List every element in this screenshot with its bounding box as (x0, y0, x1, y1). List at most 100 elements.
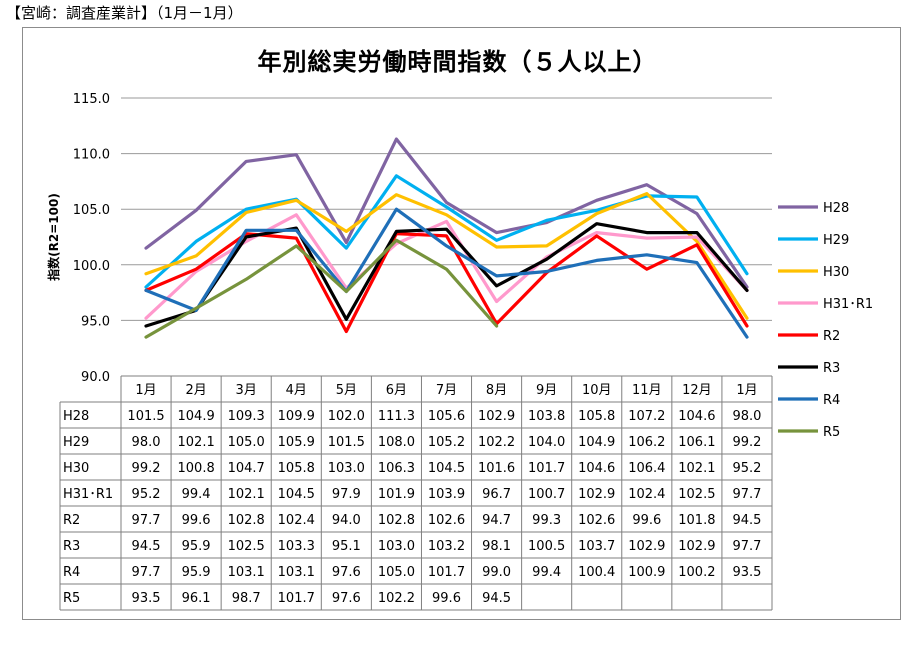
series-line-R5 (144, 238, 499, 339)
table-cell: 93.5 (132, 591, 161, 606)
table-cell: 103.7 (578, 539, 615, 554)
table-cell: 100.9 (628, 565, 665, 580)
table-row-label: H30 (63, 461, 89, 476)
table-cell: 104.5 (278, 487, 315, 502)
table-cell: 99.2 (732, 435, 761, 450)
category-label: 1月 (135, 383, 156, 398)
table-cell: 97.7 (732, 487, 761, 502)
table-cell: 104.5 (428, 461, 465, 476)
table-cell: 94.5 (482, 591, 511, 606)
legend-entry: H31･R1 (823, 297, 873, 312)
legend-entry: R5 (823, 425, 840, 440)
table-cell: 104.6 (578, 461, 615, 476)
table-cell: 97.7 (132, 513, 161, 528)
table-cell: 101.5 (127, 409, 164, 424)
table-cell: 105.8 (578, 409, 615, 424)
table-cell: 99.6 (632, 513, 661, 528)
series-line-H28 (144, 137, 749, 289)
category-label: 8月 (486, 383, 507, 398)
table-cell: 98.0 (732, 409, 761, 424)
legend-entry: R4 (823, 393, 840, 408)
y-axis-label: 指数(R2=100) (46, 193, 61, 281)
category-label: 4月 (286, 383, 307, 398)
table-cell: 102.2 (378, 591, 415, 606)
table-cell: 99.3 (532, 513, 561, 528)
series-line-R2 (144, 232, 749, 334)
category-label: 7月 (436, 383, 457, 398)
y-tick-label: 115.0 (73, 92, 110, 107)
table-cell: 101.7 (528, 461, 565, 476)
y-tick-label: 110.0 (73, 148, 110, 163)
page-header: 【宮崎：調査産業計】（1月－1月） (6, 4, 243, 22)
category-label: 5月 (336, 383, 357, 398)
table-cell: 99.0 (482, 565, 511, 580)
table-cell: 93.5 (732, 565, 761, 580)
y-tick-label: 95.0 (81, 314, 110, 329)
category-label: 2月 (185, 383, 206, 398)
table-cell: 97.6 (332, 591, 361, 606)
table-cell: 105.2 (428, 435, 465, 450)
table-cell: 107.2 (628, 409, 665, 424)
series-line-R3 (144, 222, 749, 328)
table-cell: 100.8 (178, 461, 215, 476)
table-cell: 103.8 (528, 409, 565, 424)
table-cell: 100.4 (578, 565, 615, 580)
table-cell: 105.6 (428, 409, 465, 424)
table-cell: 95.9 (182, 565, 211, 580)
y-tick-label: 105.0 (73, 203, 110, 218)
table-cell: 102.5 (228, 539, 265, 554)
category-label: 3月 (236, 383, 257, 398)
category-label: 10月 (582, 383, 612, 398)
table-row-label: R2 (63, 513, 80, 528)
category-label: 12月 (682, 383, 712, 398)
table-cell: 94.5 (132, 539, 161, 554)
table-cell: 101.5 (328, 435, 365, 450)
table-cell: 104.9 (578, 435, 615, 450)
table-cell: 106.1 (678, 435, 715, 450)
table-cell: 102.6 (578, 513, 615, 528)
table-cell: 103.2 (428, 539, 465, 554)
table-cell: 109.9 (278, 409, 315, 424)
category-label: 9月 (536, 383, 557, 398)
table-row-label: H28 (63, 409, 89, 424)
table-cell: 101.7 (428, 565, 465, 580)
table-cell: 105.0 (378, 565, 415, 580)
legend-entry: H30 (823, 265, 849, 280)
table-cell: 98.7 (232, 591, 261, 606)
table-cell: 96.1 (182, 591, 211, 606)
table-cell: 102.9 (628, 539, 665, 554)
series-line-H30 (144, 192, 749, 320)
table-cell: 97.7 (732, 539, 761, 554)
table-cell: 99.2 (132, 461, 161, 476)
table-cell: 97.9 (332, 487, 361, 502)
series-line-H29 (144, 174, 749, 289)
table-cell: 103.0 (328, 461, 365, 476)
table-cell: 102.1 (678, 461, 715, 476)
table-cell: 97.7 (132, 565, 161, 580)
table-cell: 103.0 (378, 539, 415, 554)
table-cell: 102.9 (578, 487, 615, 502)
table-cell: 94.0 (332, 513, 361, 528)
table-cell: 102.4 (278, 513, 315, 528)
table-cell: 111.3 (378, 409, 415, 424)
table-cell: 104.7 (228, 461, 265, 476)
table-cell: 99.4 (182, 487, 211, 502)
table-cell: 95.1 (332, 539, 361, 554)
chart-title: 年別総実労働時間指数（５人以上） (257, 48, 658, 76)
table-cell: 105.0 (228, 435, 265, 450)
table-cell: 100.2 (678, 565, 715, 580)
series-line-H31･R1 (144, 213, 749, 320)
table-cell: 102.2 (478, 435, 515, 450)
table-cell: 102.8 (378, 513, 415, 528)
table-row-label: R5 (63, 591, 80, 606)
table-cell: 102.1 (228, 487, 265, 502)
table-row-label: R3 (63, 539, 80, 554)
table-cell: 103.1 (228, 565, 265, 580)
table-cell: 102.6 (428, 513, 465, 528)
table-cell: 101.9 (378, 487, 415, 502)
series-line-R4 (144, 207, 749, 339)
table-row-label: H31･R1 (63, 487, 113, 502)
table-cell: 96.7 (482, 487, 511, 502)
table-cell: 95.2 (132, 487, 161, 502)
